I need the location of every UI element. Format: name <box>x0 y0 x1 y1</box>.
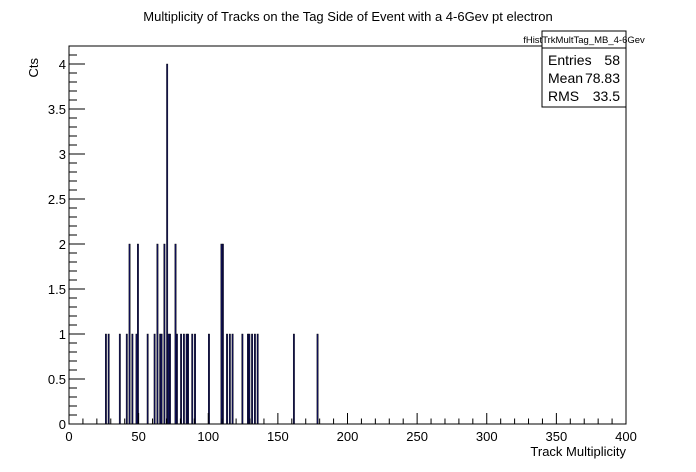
stats-entries-label: Entries <box>548 52 592 68</box>
y-tick-label: 0.5 <box>48 372 66 387</box>
y-tick-label: 4 <box>59 57 66 72</box>
x-tick-label: 350 <box>546 429 568 444</box>
x-axis-label: Track Multiplicity <box>530 444 626 459</box>
histogram-bar-31 <box>241 333 244 425</box>
histogram-bar-33 <box>248 333 251 425</box>
x-tick-label: 200 <box>337 429 359 444</box>
x-tick-label: 0 <box>65 429 72 444</box>
y-axis-label: Cts <box>26 58 41 78</box>
histogram-bar-23 <box>191 333 194 425</box>
y-tick-label: 3 <box>59 147 66 162</box>
histogram-bar-2 <box>118 333 121 425</box>
stats-rms-label: RMS <box>548 88 579 104</box>
histogram-bar-16 <box>169 333 171 425</box>
histogram-bar-13 <box>163 243 166 425</box>
histogram-bar-18 <box>176 333 178 425</box>
x-tick-label: 250 <box>406 429 428 444</box>
histogram-bar-8 <box>146 333 149 425</box>
stats-box-frame <box>541 30 627 108</box>
histogram-bar-30 <box>231 333 234 425</box>
x-tick-label: 100 <box>197 429 219 444</box>
x-tick-label: 300 <box>476 429 498 444</box>
histogram-bar-17 <box>174 243 177 425</box>
histogram-bar-15 <box>167 333 170 425</box>
x-tick-label: 400 <box>615 429 637 444</box>
histogram-bar-35 <box>253 333 256 425</box>
chart-title: Multiplicity of Tracks on the Tag Side o… <box>143 9 552 24</box>
stats-mean-label: Mean <box>548 70 583 86</box>
y-tick-label: 2 <box>59 237 66 252</box>
histogram-bar-0 <box>104 333 107 425</box>
histogram-bar-25 <box>208 333 210 425</box>
histogram-bar-10 <box>156 243 159 425</box>
y-tick-label: 1.5 <box>48 282 66 297</box>
histogram-bar-3 <box>125 333 128 425</box>
histogram-bar-1 <box>107 333 110 425</box>
histogram-bar-19 <box>180 333 182 425</box>
histogram-bar-27 <box>221 243 224 425</box>
y-tick-label: 3.5 <box>48 102 66 117</box>
histogram-bar-12 <box>160 333 163 425</box>
histogram-bar-24 <box>194 333 196 425</box>
y-tick-label: 2.5 <box>48 192 66 207</box>
stats-entries-value: 58 <box>604 52 620 68</box>
y-tick-label: 1 <box>59 327 66 342</box>
histogram-bar-20 <box>182 333 185 425</box>
histogram-bar-14 <box>166 63 169 425</box>
histogram-bar-28 <box>226 333 228 425</box>
histogram-bar-5 <box>131 333 134 425</box>
histogram-bar-32 <box>247 333 249 425</box>
histogram-bar-6 <box>135 333 138 425</box>
stats-mean-value: 78.83 <box>585 70 620 86</box>
axes: 0 50 100 150 200 250 300 350 40000.511.522.533.5… <box>48 45 637 444</box>
histogram-bar-29 <box>228 333 231 425</box>
histogram-bar-37 <box>292 333 295 425</box>
histogram-bar-9 <box>153 333 156 425</box>
histogram-bar-34 <box>251 333 254 425</box>
y-tick-label: 0 <box>59 417 66 432</box>
histogram-bar-22 <box>187 333 189 425</box>
stats-box-title: fHistTrkMultTag_MB_4-6Gev <box>523 35 645 46</box>
histogram-bar-38 <box>316 333 319 425</box>
histogram-bar-7 <box>137 243 139 425</box>
histogram-bar-21 <box>185 333 188 425</box>
stats-rms-value: 33.5 <box>593 88 620 104</box>
histogram-bar-26 <box>220 243 223 425</box>
x-tick-label: 150 <box>267 429 289 444</box>
histogram-bar-11 <box>159 333 162 425</box>
x-tick-label: 50 <box>131 429 145 444</box>
histogram-bar-4 <box>128 243 131 425</box>
stats-box: fHistTrkMultTag_MB_4-6Gev Entries 58 Mea… <box>523 30 645 108</box>
histogram-bar-36 <box>256 333 259 425</box>
